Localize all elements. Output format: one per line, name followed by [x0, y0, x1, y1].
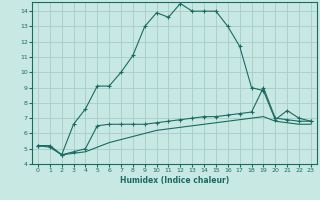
X-axis label: Humidex (Indice chaleur): Humidex (Indice chaleur) — [120, 176, 229, 185]
